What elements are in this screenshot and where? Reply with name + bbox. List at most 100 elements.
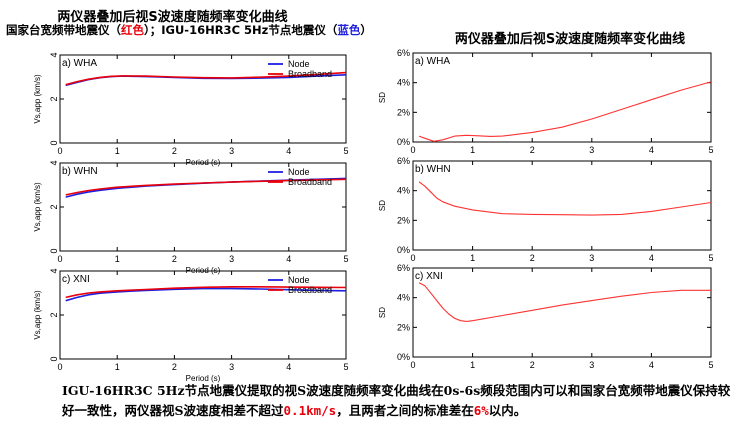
subtitle-prefix: 国家台宽频带地震仪（ [6,23,121,37]
y-tick-label: 2 [49,312,59,317]
x-tick-label: 3 [229,254,234,264]
caption-highlight-velocity: 0.1km/s [283,403,337,418]
x-tick-label: 2 [172,362,177,372]
y-axis-label: Vs,app (km/s) [33,74,42,124]
series-line-2-0 [65,287,347,302]
y-tick-label: 0% [397,245,410,255]
y-axis-label: Vs,app (km/s) [33,182,42,232]
subtitle-mid: ）；IGU-16HR3C 5Hz节点地震仪（ [144,23,338,37]
x-tick-label: 1 [470,360,475,370]
y-axis-label: Vs,app (km/s) [33,290,42,340]
y-tick-label: 0 [49,140,59,145]
subtitle-blue-label: 蓝色 [337,23,361,37]
y-tick-label: 0 [49,356,59,361]
x-tick-label: 2 [530,360,535,370]
legend-label-broadband: Broadband [288,69,332,79]
x-tick-label: 3 [229,146,234,156]
y-tick-label: 0% [397,137,410,147]
subtitle-suffix: ） [360,23,372,37]
y-tick-label: 6% [397,156,410,166]
x-tick-label: 5 [708,253,713,263]
x-tick-label: 3 [589,145,594,155]
x-tick-label: 4 [286,254,291,264]
x-tick-label: 0 [57,146,62,156]
series-line-4-0 [418,181,712,216]
y-tick-label: 4 [49,160,59,165]
x-tick-label: 5 [343,146,348,156]
x-tick-label: 1 [470,253,475,263]
subtitle-red-label: 红色 [121,23,144,37]
y-tick-label: 0 [49,248,59,253]
y-tick-label: 2% [397,322,410,332]
x-tick-label: 1 [115,254,120,264]
panel-label: b) WHN [62,166,98,177]
y-axis-label: SD [378,92,387,103]
legend-label-broadband: Broadband [288,177,332,187]
x-tick-label: 4 [286,362,291,372]
plot-frame-5 [412,267,712,358]
y-tick-label: 4% [397,293,410,303]
x-tick-label: 4 [286,146,291,156]
y-axis-label: SD [378,200,387,211]
y-tick-label: 6% [397,263,410,273]
x-tick-label: 3 [589,360,594,370]
x-tick-label: 1 [115,146,120,156]
x-tick-label: 1 [470,145,475,155]
y-tick-label: 4 [49,52,59,57]
y-tick-label: 4% [397,186,410,196]
left-title: 两仪器叠加后视S波速度随频率变化曲线 [57,10,288,25]
series-line-3-0 [418,81,712,142]
y-tick-label: 4% [397,78,410,88]
y-tick-label: 2 [49,204,59,209]
x-tick-label: 1 [115,362,120,372]
plot-frame-4 [412,160,712,251]
x-tick-label: 2 [172,146,177,156]
legend-label-node: Node [288,275,310,285]
panel-label: c) XNI [62,274,90,285]
x-tick-label: 0 [410,360,415,370]
x-tick-label: 4 [649,253,654,263]
legend-label-node: Node [288,167,310,177]
caption-highlight-sd: 6% [473,403,489,418]
series-line-0-1 [65,71,347,86]
x-tick-label: 2 [530,253,535,263]
caption-part3: 以内。 [488,403,527,418]
x-tick-label: 5 [343,254,348,264]
right-title: 两仪器叠加后视S波速度随频率变化曲线 [454,32,686,47]
legend-label-node: Node [288,59,310,69]
x-tick-label: 4 [649,145,654,155]
y-tick-label: 2 [49,96,59,101]
left-subtitle: 国家台宽频带地震仪（红色）；IGU-16HR3C 5Hz节点地震仪（蓝色） [6,22,376,38]
x-axis-label: Period (s) [186,374,221,383]
x-tick-label: 4 [649,360,654,370]
panel-label: b) WHN [415,164,451,175]
y-tick-label: 4 [49,268,59,273]
x-tick-label: 0 [410,253,415,263]
legend-label-broadband: Broadband [288,285,332,295]
x-tick-label: 3 [229,362,234,372]
y-tick-label: 0% [397,352,410,362]
x-tick-label: 2 [530,145,535,155]
panel-label: c) XNI [415,271,443,282]
plot-frame-3 [412,52,712,143]
panel-label: a) WHA [415,56,450,67]
y-tick-label: 2% [397,215,410,225]
caption-part1: IGU-16HR3C 5Hz节点地震仪提取的视S波速度随频率变化曲线在0s-6s… [62,383,731,418]
series-line-2-1 [65,286,347,299]
x-tick-label: 0 [57,362,62,372]
y-tick-label: 2% [397,107,410,117]
x-tick-label: 0 [57,254,62,264]
x-tick-label: 2 [172,254,177,264]
panel-label: a) WHA [62,58,97,69]
x-tick-label: 5 [708,145,713,155]
x-tick-label: 3 [589,253,594,263]
y-tick-label: 6% [397,48,410,58]
caption-part2: ，且两者之间的标准差在 [336,403,474,418]
x-tick-label: 5 [708,360,713,370]
y-axis-label: SD [378,307,387,318]
series-line-1-1 [65,178,347,196]
caption: IGU-16HR3C 5Hz节点地震仪提取的视S波速度随频率变化曲线在0s-6s… [62,381,742,421]
x-tick-label: 5 [343,362,348,372]
x-tick-label: 0 [410,145,415,155]
